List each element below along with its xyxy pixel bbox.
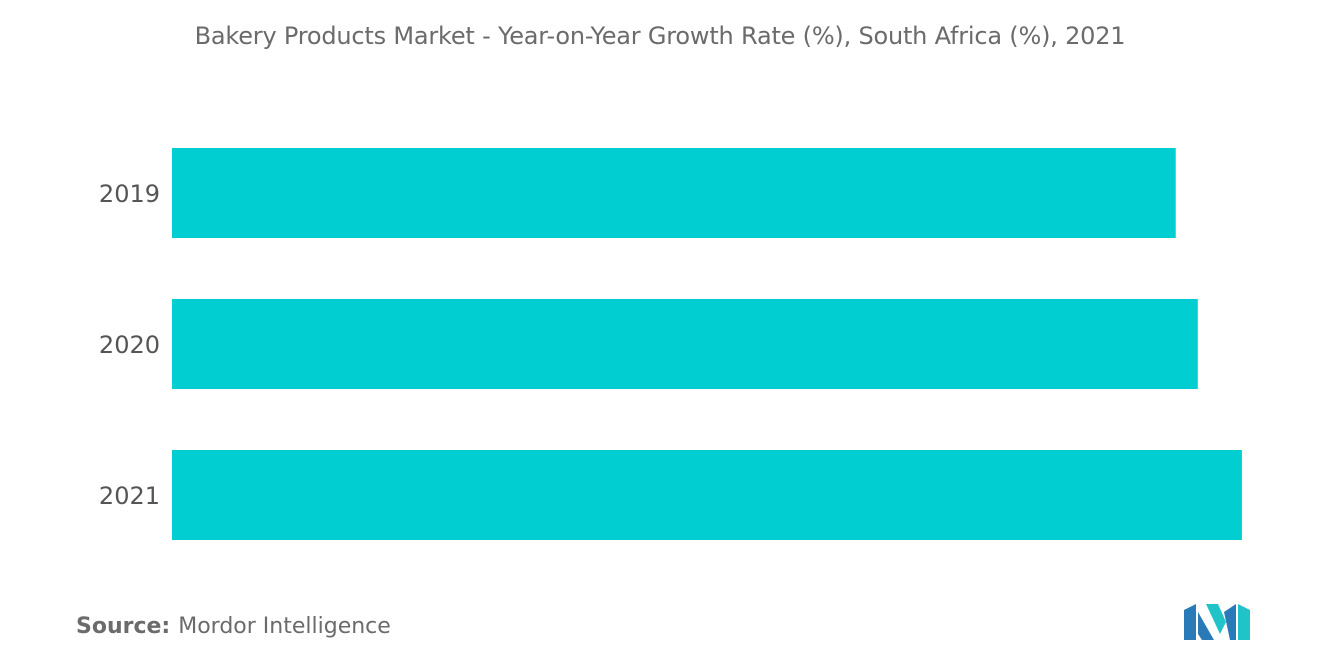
category-label-2021: 2021 <box>99 482 160 510</box>
category-label-2020: 2020 <box>99 331 160 359</box>
source-note: Source: Mordor Intelligence <box>76 614 391 639</box>
bar-chart: 2019 2020 2021 <box>99 148 1242 540</box>
mordor-intelligence-logo-icon <box>1184 604 1250 640</box>
bar-2019 <box>172 148 1176 238</box>
source-label: Source: <box>76 614 171 639</box>
bar-2020 <box>172 299 1198 389</box>
chart-title: Bakery Products Market - Year-on-Year Gr… <box>194 22 1126 50</box>
bar-2021 <box>172 450 1242 540</box>
source-value: Mordor Intelligence <box>178 614 391 639</box>
category-label-2019: 2019 <box>99 180 160 208</box>
